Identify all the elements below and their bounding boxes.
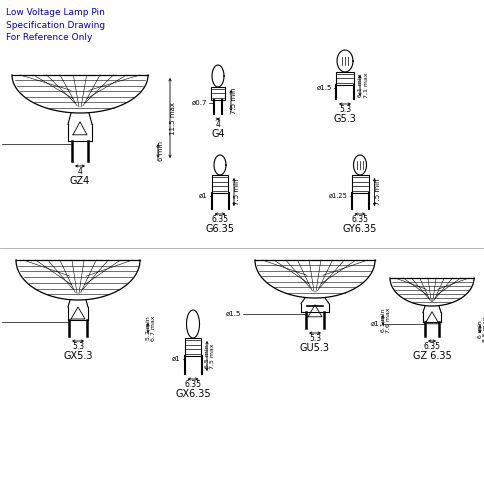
Text: 5.3: 5.3 [309, 334, 321, 343]
Text: G6.35: G6.35 [206, 224, 235, 234]
Bar [211, 87, 225, 100]
Text: 4: 4 [77, 167, 82, 175]
Text: GZ4: GZ4 [70, 176, 90, 186]
Text: GY6.35: GY6.35 [343, 224, 377, 234]
Text: 6 min
8.5 max: 6 min 8.5 max [478, 316, 484, 342]
Text: 7.5 min: 7.5 min [234, 179, 240, 205]
Text: ø1.5: ø1.5 [226, 311, 241, 317]
Text: 5.3: 5.3 [72, 342, 84, 350]
Text: 6.1 min
7,1 max: 6.1 min 7,1 max [358, 73, 368, 98]
Text: 7.5 mln: 7.5 mln [231, 87, 237, 114]
Text: ø1: ø1 [371, 321, 380, 327]
Text: 6.35: 6.35 [184, 379, 201, 389]
Text: GU5.3: GU5.3 [300, 343, 330, 353]
Text: 5.3: 5.3 [339, 104, 351, 114]
Text: ø1.25: ø1.25 [329, 193, 348, 199]
Text: GX5.3: GX5.3 [63, 351, 93, 361]
Text: ø0.7: ø0.7 [192, 100, 207, 106]
Text: 6.35: 6.35 [351, 215, 368, 223]
Bar [185, 338, 201, 356]
Text: 5.2 min
6.7 max: 5.2 min 6.7 max [146, 315, 156, 341]
Text: 6 min: 6 min [158, 141, 164, 161]
Bar [336, 72, 354, 85]
Text: 6.1 min
7.6 max: 6.1 min 7.6 max [380, 307, 392, 333]
Text: ø1: ø1 [172, 356, 181, 362]
Text: 7.5 min: 7.5 min [375, 179, 380, 205]
Bar [212, 175, 228, 193]
Text: 6.5 min
7.5 max: 6.5 min 7.5 max [205, 343, 215, 369]
Text: GX6.35: GX6.35 [175, 389, 211, 399]
Text: ø1.5: ø1.5 [317, 85, 332, 91]
Text: G4: G4 [211, 129, 225, 139]
Text: 6.35: 6.35 [424, 342, 440, 350]
Text: G5.3: G5.3 [333, 114, 356, 124]
Text: 11.5 max: 11.5 max [170, 101, 176, 134]
Text: GZ 6.35: GZ 6.35 [413, 351, 452, 361]
Text: ø1: ø1 [199, 193, 208, 199]
Bar [351, 175, 368, 193]
Text: 4: 4 [215, 120, 220, 128]
Text: 6.35: 6.35 [212, 215, 228, 223]
Text: Low Voltage Lamp Pin
Specification Drawing
For Reference Only: Low Voltage Lamp Pin Specification Drawi… [6, 8, 105, 42]
